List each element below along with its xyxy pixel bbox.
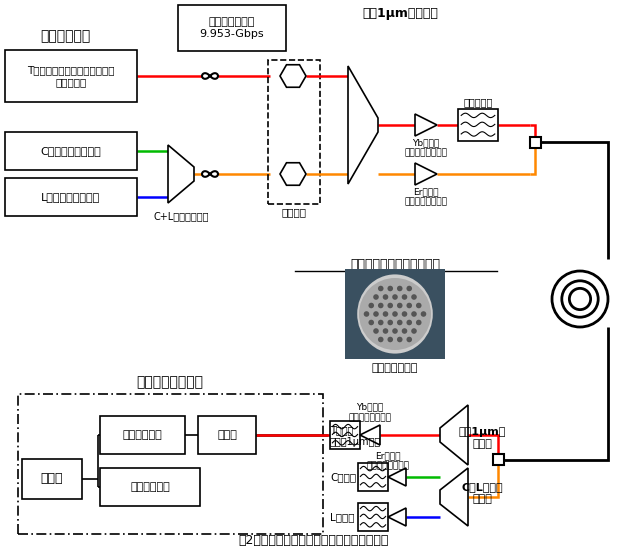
- Bar: [358, 503, 388, 531]
- Polygon shape: [415, 114, 437, 136]
- Text: Lバンドレーザ光源: Lバンドレーザ光源: [41, 192, 100, 202]
- Bar: [330, 421, 360, 449]
- Circle shape: [369, 302, 374, 308]
- Text: Cバンドレーザ光源: Cバンドレーザ光源: [41, 146, 101, 156]
- Bar: [268, 60, 320, 204]
- Text: C+Lバンド合波器: C+Lバンド合波器: [153, 211, 208, 221]
- Text: ホーリーファイバ: ホーリーファイバ: [365, 274, 425, 288]
- Text: 受信器: 受信器: [41, 473, 63, 485]
- Text: C＋Lバンド
分波器: C＋Lバンド 分波器: [461, 482, 503, 504]
- Circle shape: [387, 337, 393, 342]
- Circle shape: [397, 337, 403, 342]
- Text: Tバンド（波長１ミクロン帯）
レーザ光源: Tバンド（波長１ミクロン帯） レーザ光源: [27, 65, 115, 87]
- Circle shape: [392, 294, 398, 300]
- Bar: [178, 5, 286, 51]
- Text: Erドープ
光ファイバアンプ: Erドープ 光ファイバアンプ: [367, 451, 409, 470]
- Text: 図2　今回構成した超広帯域光伝送システム: 図2 今回構成した超広帯域光伝送システム: [239, 534, 389, 547]
- Text: パターン発生器
9.953-Gbps: パターン発生器 9.953-Gbps: [200, 17, 264, 39]
- Circle shape: [416, 320, 421, 325]
- Circle shape: [387, 320, 393, 325]
- Circle shape: [397, 320, 403, 325]
- Circle shape: [411, 294, 417, 300]
- Circle shape: [373, 311, 379, 317]
- Circle shape: [382, 311, 388, 317]
- Bar: [529, 137, 541, 148]
- Circle shape: [406, 286, 412, 291]
- Circle shape: [392, 328, 398, 334]
- Ellipse shape: [357, 274, 433, 353]
- Text: ファイバ断面像: ファイバ断面像: [372, 363, 418, 373]
- Circle shape: [373, 328, 379, 334]
- Polygon shape: [280, 163, 306, 185]
- Circle shape: [406, 302, 412, 308]
- Circle shape: [406, 337, 412, 342]
- Circle shape: [411, 311, 417, 317]
- Circle shape: [402, 328, 408, 334]
- Circle shape: [397, 286, 403, 291]
- Polygon shape: [168, 145, 194, 203]
- Circle shape: [416, 302, 421, 308]
- Polygon shape: [415, 163, 437, 185]
- Bar: [492, 454, 504, 465]
- Circle shape: [382, 294, 388, 300]
- Bar: [18, 394, 323, 534]
- Text: 波長1μm帯
分波器: 波長1μm帯 分波器: [458, 427, 506, 449]
- Bar: [100, 468, 200, 506]
- Polygon shape: [348, 66, 378, 184]
- Text: リカバリ回路: リカバリ回路: [130, 482, 170, 492]
- Circle shape: [411, 328, 417, 334]
- Text: Lバンド: Lバンド: [330, 512, 354, 522]
- Circle shape: [378, 286, 384, 291]
- Text: 波長1μm帯合波器: 波長1μm帯合波器: [362, 8, 438, 20]
- Circle shape: [402, 311, 408, 317]
- Circle shape: [369, 320, 374, 325]
- Polygon shape: [280, 65, 306, 88]
- Text: Tバンド
（波長1μm帯）: Tバンド （波長1μm帯）: [330, 425, 381, 447]
- Circle shape: [373, 294, 379, 300]
- Circle shape: [421, 311, 426, 317]
- Circle shape: [364, 311, 369, 317]
- Bar: [345, 269, 445, 359]
- Text: Ybドープ
光ファイバアンプ: Ybドープ 光ファイバアンプ: [349, 403, 391, 422]
- Circle shape: [406, 320, 412, 325]
- Circle shape: [378, 320, 384, 325]
- Text: Ybドープ
光ファイバアンプ: Ybドープ 光ファイバアンプ: [404, 138, 448, 157]
- Circle shape: [402, 294, 408, 300]
- Polygon shape: [388, 508, 406, 526]
- Circle shape: [397, 302, 403, 308]
- Polygon shape: [360, 425, 380, 445]
- Bar: [22, 459, 82, 499]
- Polygon shape: [388, 468, 406, 486]
- Circle shape: [378, 337, 384, 342]
- Bar: [458, 109, 498, 141]
- Circle shape: [378, 302, 384, 308]
- Text: 光フィルタ: 光フィルタ: [463, 97, 493, 107]
- Bar: [358, 463, 388, 491]
- Text: 減衰器: 減衰器: [217, 430, 237, 440]
- Polygon shape: [440, 468, 468, 526]
- Text: Erドープ
光ファイバアンプ: Erドープ 光ファイバアンプ: [404, 187, 448, 207]
- Text: 超広帯域光源: 超広帯域光源: [40, 29, 90, 43]
- Polygon shape: [440, 405, 468, 465]
- Ellipse shape: [359, 278, 431, 350]
- Circle shape: [382, 328, 388, 334]
- Text: 光変調器: 光変調器: [281, 207, 306, 217]
- Bar: [5, 132, 137, 170]
- Bar: [5, 178, 137, 216]
- Circle shape: [387, 286, 393, 291]
- Text: 低損失・超広帯域光伝送路: 低損失・超広帯域光伝送路: [350, 258, 440, 270]
- Circle shape: [392, 311, 398, 317]
- Text: 光ディテクタ: 光ディテクタ: [122, 430, 163, 440]
- Bar: [5, 50, 137, 102]
- Bar: [198, 416, 256, 454]
- Circle shape: [387, 302, 393, 308]
- Bar: [100, 416, 185, 454]
- Text: Cバンド: Cバンド: [330, 472, 356, 482]
- Text: 超広帯域レシーバ: 超広帯域レシーバ: [136, 375, 203, 389]
